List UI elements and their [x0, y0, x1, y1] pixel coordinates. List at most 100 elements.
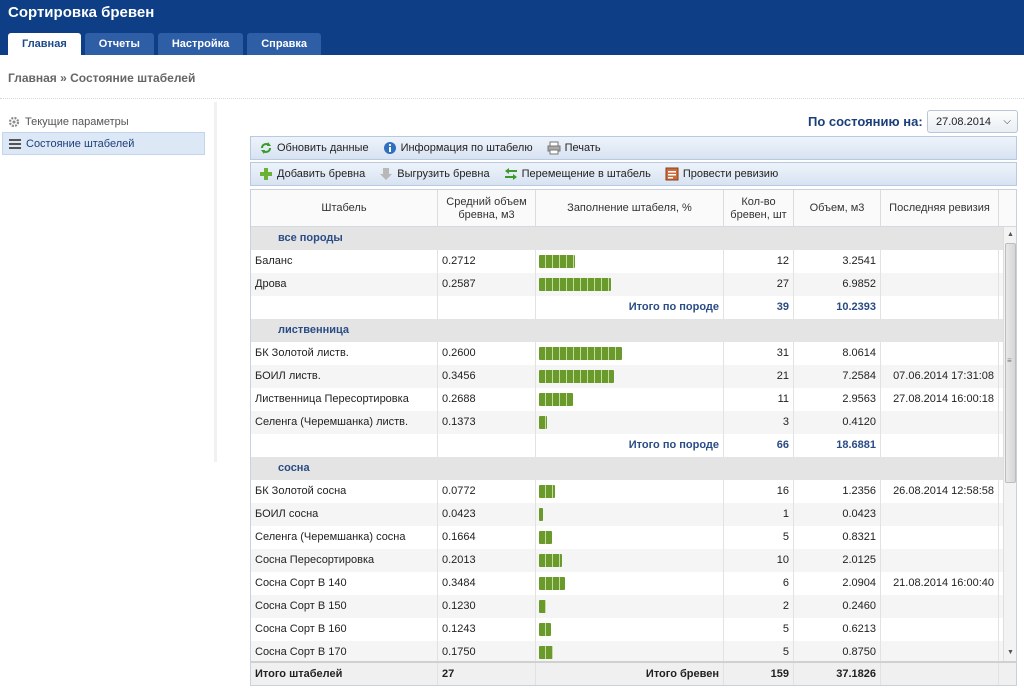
move-to-stack-button[interactable]: Перемещение в штабель — [504, 167, 651, 181]
fill-cell — [536, 342, 724, 365]
date-select[interactable]: 27.08.2014 ⌵ — [927, 110, 1018, 133]
stack-info-button[interactable]: Информация по штабелю — [383, 141, 533, 155]
group-row[interactable]: все породы — [251, 227, 1003, 250]
refresh-button[interactable]: Обновить данные — [259, 141, 369, 155]
tab-main[interactable]: Главная — [8, 33, 81, 55]
table-row[interactable]: БОИЛ сосна 0.0423 1 0.0423 — [251, 503, 1003, 526]
subtotal-count: 66 — [724, 434, 794, 457]
add-logs-button[interactable]: Добавить бревна — [259, 167, 365, 181]
footer-logs-label: Итого бревен — [536, 663, 724, 685]
cell-stack: Селенга (Черемшанка) сосна — [251, 526, 438, 549]
cell-audit — [881, 342, 999, 365]
fill-cell — [536, 526, 724, 549]
table-row[interactable]: Баланс 0.2712 12 3.2541 — [251, 250, 1003, 273]
fill-bar — [539, 347, 622, 360]
fill-cell — [536, 250, 724, 273]
scroll-up-arrow-icon[interactable]: ▲ — [1007, 231, 1014, 238]
sidebar-item-current-params[interactable]: Текущие параметры — [2, 110, 205, 133]
cell-avg: 0.1664 — [438, 526, 536, 549]
cell-stack: БОИЛ листв. — [251, 365, 438, 388]
tab-help[interactable]: Справка — [247, 33, 322, 55]
gear-icon — [8, 116, 20, 128]
cell-volume: 0.4120 — [794, 411, 881, 434]
grid-body: все породы Баланс 0.2712 12 3.2541 Дрова 0.258… — [251, 227, 1003, 661]
fill-bar — [539, 278, 611, 291]
table-row[interactable]: Сосна Сорт В 170 0.1750 5 0.8750 — [251, 641, 1003, 661]
cell-stack: Селенга (Черемшанка) листв. — [251, 411, 438, 434]
fill-bar — [539, 646, 553, 659]
info-icon — [383, 141, 397, 155]
cell-volume: 2.9563 — [794, 388, 881, 411]
scroll-down-arrow-icon[interactable]: ▼ — [1007, 649, 1014, 656]
group-label: лиственница — [278, 324, 350, 336]
col-last-audit-header[interactable]: Последняя ревизия — [881, 190, 999, 227]
fill-bar — [539, 623, 551, 636]
cell-count: 21 — [724, 365, 794, 388]
table-row[interactable]: Селенга (Черемшанка) сосна 0.1664 5 0.8321 — [251, 526, 1003, 549]
cell-count: 11 — [724, 388, 794, 411]
cell-stack: Сосна Сорт В 150 — [251, 595, 438, 618]
unload-logs-label: Выгрузить бревна — [397, 168, 490, 180]
table-row[interactable]: БК Золотой листв. 0.2600 31 8.0614 — [251, 342, 1003, 365]
cell-audit — [881, 526, 999, 549]
plus-icon — [259, 167, 273, 181]
group-row[interactable]: сосна — [251, 457, 1003, 480]
cell-audit — [881, 250, 999, 273]
unload-logs-button[interactable]: Выгрузить бревна — [379, 167, 490, 181]
subtotal-row[interactable]: Итого по породе 39 10.2393 — [251, 296, 1003, 319]
audit-button[interactable]: Провести ревизию — [665, 167, 778, 181]
col-stack-header[interactable]: Штабель — [251, 190, 438, 227]
grid-header: Штабель Средний объем бревна, м3 Заполне… — [251, 190, 1016, 227]
fill-cell — [536, 503, 724, 526]
audit-label: Провести ревизию — [682, 168, 779, 180]
cell-volume: 0.2460 — [794, 595, 881, 618]
vertical-scrollbar[interactable]: ▲ ≡ ▼ — [1003, 227, 1016, 661]
cell-count: 3 — [724, 411, 794, 434]
table-row[interactable]: БК Золотой сосна 0.0772 16 1.2356 26.08.2014… — [251, 480, 1003, 503]
scroll-thumb[interactable]: ≡ — [1005, 243, 1016, 483]
stacks-grid: Штабель Средний объем бревна, м3 Заполне… — [250, 189, 1017, 686]
cell-avg: 0.2587 — [438, 273, 536, 296]
cell-count: 16 — [724, 480, 794, 503]
fill-cell — [536, 595, 724, 618]
group-row[interactable]: лиственница — [251, 319, 1003, 342]
cell-avg: 0.1243 — [438, 618, 536, 641]
print-label: Печать — [564, 142, 601, 154]
subtotal-empty-cell — [881, 434, 999, 457]
table-row[interactable]: Селенга (Черемшанка) листв. 0.1373 3 0.4120 — [251, 411, 1003, 434]
subtotal-empty-cell — [881, 296, 999, 319]
cell-count: 5 — [724, 641, 794, 661]
cell-audit: 26.08.2014 12:58:58 — [881, 480, 999, 503]
print-button[interactable]: Печать — [547, 141, 601, 155]
footer-total-volume: 37.1826 — [794, 663, 881, 685]
date-label: По состоянию на: — [808, 114, 923, 129]
col-fill-header[interactable]: Заполнение штабеля, % — [536, 190, 724, 227]
col-avg-volume-header[interactable]: Средний объем бревна, м3 — [438, 190, 536, 227]
breadcrumb: Главная » Состояние штабелей — [8, 71, 196, 85]
cell-count: 5 — [724, 526, 794, 549]
table-row[interactable]: Лиственница Пересортировка 0.2688 11 2.9563… — [251, 388, 1003, 411]
arrow-down-icon — [379, 167, 393, 181]
cell-audit — [881, 618, 999, 641]
table-row[interactable]: Сосна Сорт В 140 0.3484 6 2.0904 21.08.2014 … — [251, 572, 1003, 595]
subtotal-row[interactable]: Итого по породе 66 18.6881 — [251, 434, 1003, 457]
table-row[interactable]: БОИЛ листв. 0.3456 21 7.2584 07.06.2014 17:3… — [251, 365, 1003, 388]
col-volume-header[interactable]: Объем, м3 — [794, 190, 881, 227]
cell-avg: 0.3484 — [438, 572, 536, 595]
subtotal-volume: 10.2393 — [794, 296, 881, 319]
main-tabs: Главная Отчеты Настройка Справка — [8, 33, 322, 55]
tab-reports[interactable]: Отчеты — [84, 33, 154, 55]
table-row[interactable]: Дрова 0.2587 27 6.9852 — [251, 273, 1003, 296]
tab-settings[interactable]: Настройка — [157, 33, 244, 55]
table-row[interactable]: Сосна Сорт В 160 0.1243 5 0.6213 — [251, 618, 1003, 641]
subtotal-empty-cell — [438, 296, 536, 319]
refresh-label: Обновить данные — [277, 142, 369, 154]
table-row[interactable]: Сосна Сорт В 150 0.1230 2 0.2460 — [251, 595, 1003, 618]
footer-logs-count: 159 — [724, 663, 794, 685]
cell-audit — [881, 273, 999, 296]
table-row[interactable]: Сосна Пересортировка 0.2013 10 2.0125 — [251, 549, 1003, 572]
sidebar-item-stack-status[interactable]: Состояние штабелей — [2, 132, 205, 155]
col-count-header[interactable]: Кол-во бревен, шт — [724, 190, 794, 227]
grid-footer: Итого штабелей 27 Итого бревен 159 37.18… — [251, 661, 1016, 685]
subtotal-volume: 18.6881 — [794, 434, 881, 457]
